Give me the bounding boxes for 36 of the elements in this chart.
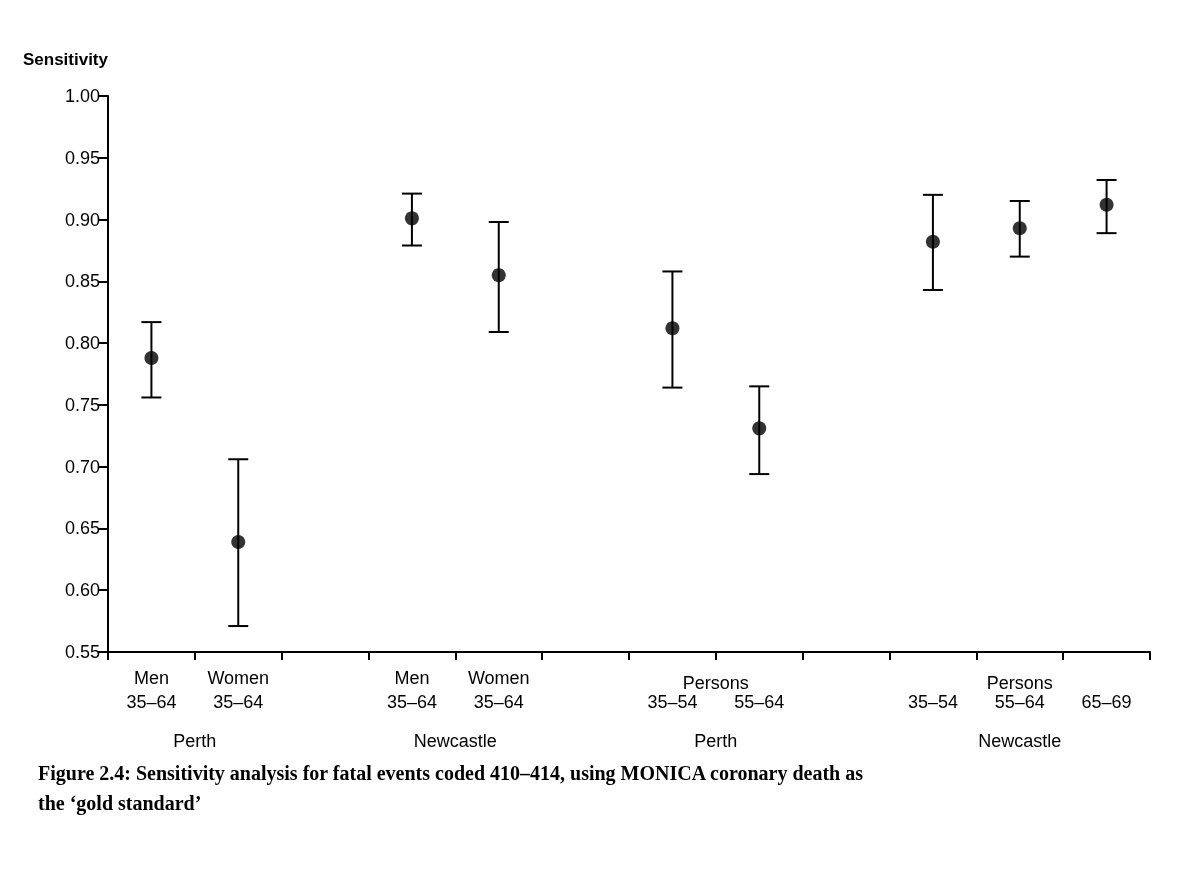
y-tick-label: 0.55 (64, 642, 100, 662)
y-tick-label: 0.70 (64, 456, 100, 477)
x-tick-label: 55–64 (734, 692, 785, 712)
point (231, 535, 246, 550)
x-tick-label: 35–54 (647, 692, 698, 712)
point (491, 268, 506, 283)
x-tick-label: Women 35–64 (467, 668, 530, 712)
point (404, 211, 419, 226)
point (1099, 197, 1114, 212)
y-tick-label: 1.00 (64, 86, 100, 106)
x-tick-label: Men 35–64 (126, 668, 177, 712)
point (665, 321, 680, 336)
y-tick-label: 0.95 (64, 147, 100, 168)
y-tick-label: 0.75 (64, 394, 100, 415)
y-axis-title: Sensitivity (22, 50, 109, 69)
y-tick-label: 0.80 (64, 333, 100, 354)
y-tick-label: 0.60 (64, 580, 100, 601)
x-tick-label: 55–64 (994, 692, 1045, 712)
text: Perth (694, 731, 738, 751)
point (1012, 221, 1027, 236)
text: Figure 2.4: Sensitivity analysis for fatal events coded 410–414, using MONICA coronary death as the ‘gold standard’ (38, 762, 869, 815)
y-tick-label: 0.65 (64, 518, 100, 539)
text: Persons (986, 673, 1053, 693)
point (144, 350, 159, 365)
text: Newcastle (978, 731, 1062, 751)
text: Perth (173, 731, 217, 751)
y-tick-label: 0.90 (64, 209, 100, 230)
x-tick-label: Women 35–64 (207, 668, 270, 712)
x-tick-label: Men 35–64 (386, 668, 437, 712)
y-tick-label: 0.85 (64, 271, 100, 292)
text: Persons (682, 673, 749, 693)
x-tick-label: 65–69 (1081, 692, 1132, 712)
point (925, 234, 940, 249)
text: Newcastle (413, 731, 497, 751)
x-tick-label: 35–54 (907, 692, 958, 712)
point (752, 421, 767, 436)
